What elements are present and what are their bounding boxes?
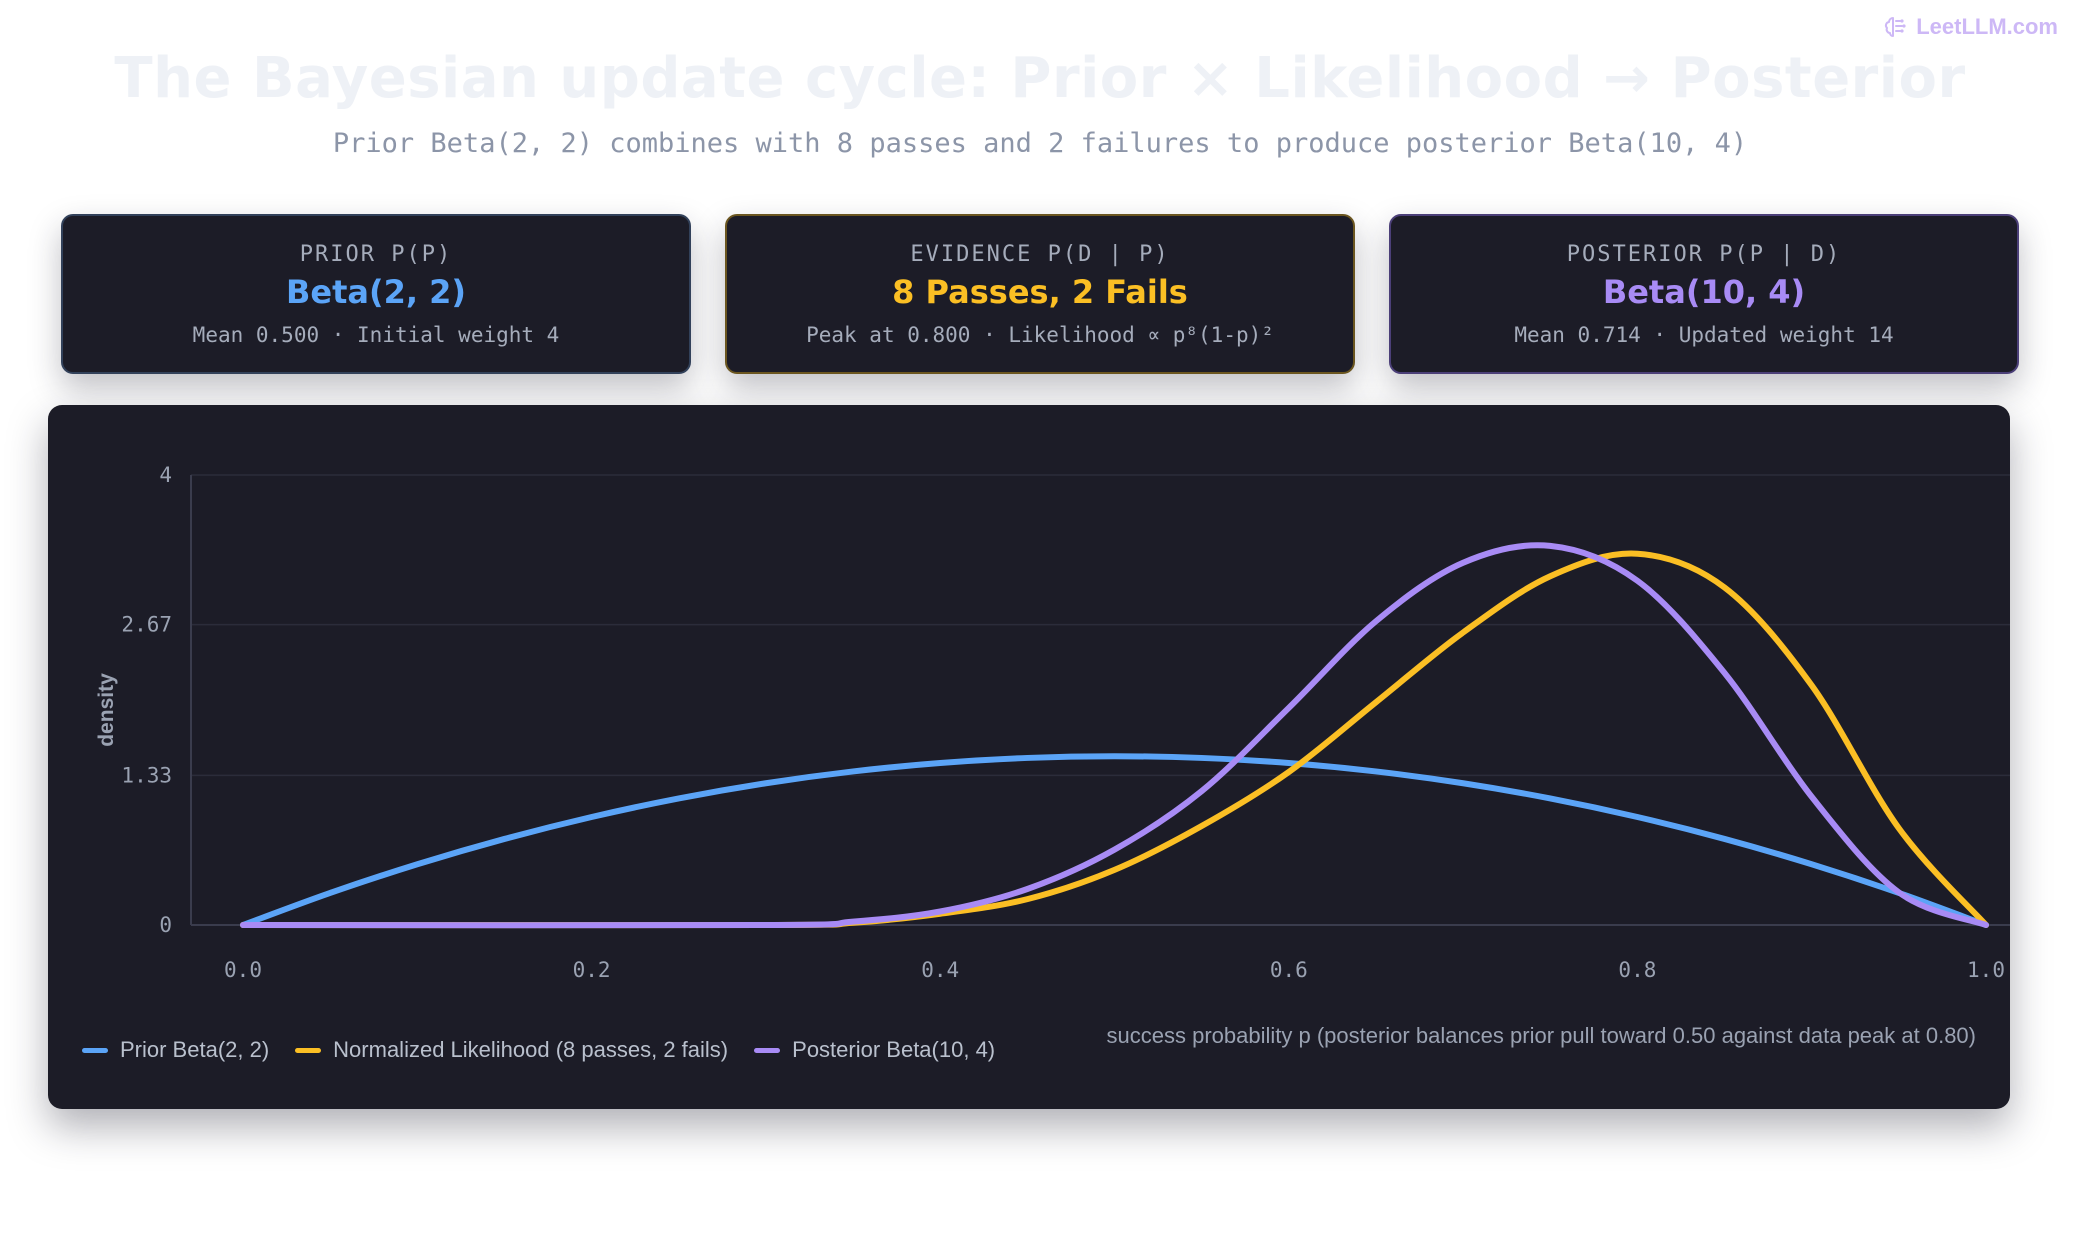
chart-panel: 0 1.33 2.67 4 0.0 0.2 0.4 0.6 0.8 1.0 density Prio… [48, 405, 2010, 1109]
y-tick-label: 4 [159, 463, 172, 487]
legend-item-posterior[interactable]: Posterior Beta(10, 4) [754, 1037, 995, 1063]
legend-label-likelihood: Normalized Likelihood (8 passes, 2 fails… [333, 1037, 729, 1062]
legend-label-prior: Prior Beta(2, 2) [120, 1037, 270, 1062]
posterior-card-value: Beta(10, 4) [1602, 273, 1806, 311]
legend-label-posterior: Posterior Beta(10, 4) [792, 1037, 996, 1062]
x-axis-label: success probability p (posterior balance… [1106, 1023, 1977, 1048]
y-tick-label: 2.67 [121, 613, 172, 637]
evidence-card: EVIDENCE P(D | P) 8 Passes, 2 Fails Peak… [725, 214, 1355, 374]
x-tick-label: 1.0 [1967, 958, 2005, 982]
x-tick-label: 0.8 [1618, 958, 1656, 982]
density-chart: 0 1.33 2.67 4 0.0 0.2 0.4 0.6 0.8 1.0 density [95, 463, 2010, 982]
prior-card-detail: Mean 0.500 · Initial weight 4 [192, 323, 560, 347]
page-subtitle: Prior Beta(2, 2) combines with 8 passes … [332, 128, 1748, 159]
legend-swatch-posterior [754, 1047, 781, 1053]
posterior-card: POSTERIOR P(P | D) Beta(10, 4) Mean 0.71… [1389, 214, 2019, 374]
prior-card: PRIOR P(P) Beta(2, 2) Mean 0.500 · Initi… [61, 214, 691, 374]
y-tick-label: 0 [159, 913, 172, 937]
x-tick-label: 0.0 [224, 958, 262, 982]
legend-swatch-prior [82, 1047, 108, 1053]
evidence-card-key: EVIDENCE P(D | P) [910, 242, 1170, 267]
legend-item-likelihood[interactable]: Normalized Likelihood (8 passes, 2 fails… [295, 1037, 728, 1063]
brain-icon [1885, 17, 1906, 37]
y-tick-label: 1.33 [121, 763, 172, 787]
x-tick-label: 0.4 [921, 958, 959, 982]
evidence-card-value: 8 Passes, 2 Fails [892, 273, 1188, 311]
posterior-card-detail: Mean 0.714 · Updated weight 14 [1514, 323, 1894, 347]
evidence-card-detail: Peak at 0.800 · Likelihood ∝ p⁸(1-p)² [806, 323, 1274, 347]
legend-item-prior[interactable]: Prior Beta(2, 2) [82, 1037, 269, 1063]
y-axis-title: density [95, 673, 118, 747]
prior-card-value: Beta(2, 2) [285, 273, 467, 311]
brand-logo[interactable]: LeetLLM.com [1884, 14, 2058, 40]
chart-legend: Prior Beta(2, 2) Normalized Likelihood (… [82, 1037, 995, 1063]
page-title: The Bayesian update cycle: Prior × Likel… [114, 46, 1966, 111]
legend-swatch-likelihood [295, 1047, 322, 1053]
series-line-prior [240, 753, 1989, 928]
prior-card-key: PRIOR P(P) [299, 242, 453, 267]
x-tick-label: 0.6 [1270, 958, 1308, 982]
series-line-posterior [240, 542, 1989, 929]
x-tick-label: 0.2 [573, 958, 611, 982]
brand-name: LeetLLM.com [1916, 14, 2058, 39]
posterior-card-key: POSTERIOR P(P | D) [1566, 242, 1842, 267]
series-line-likelihood [240, 550, 1989, 929]
